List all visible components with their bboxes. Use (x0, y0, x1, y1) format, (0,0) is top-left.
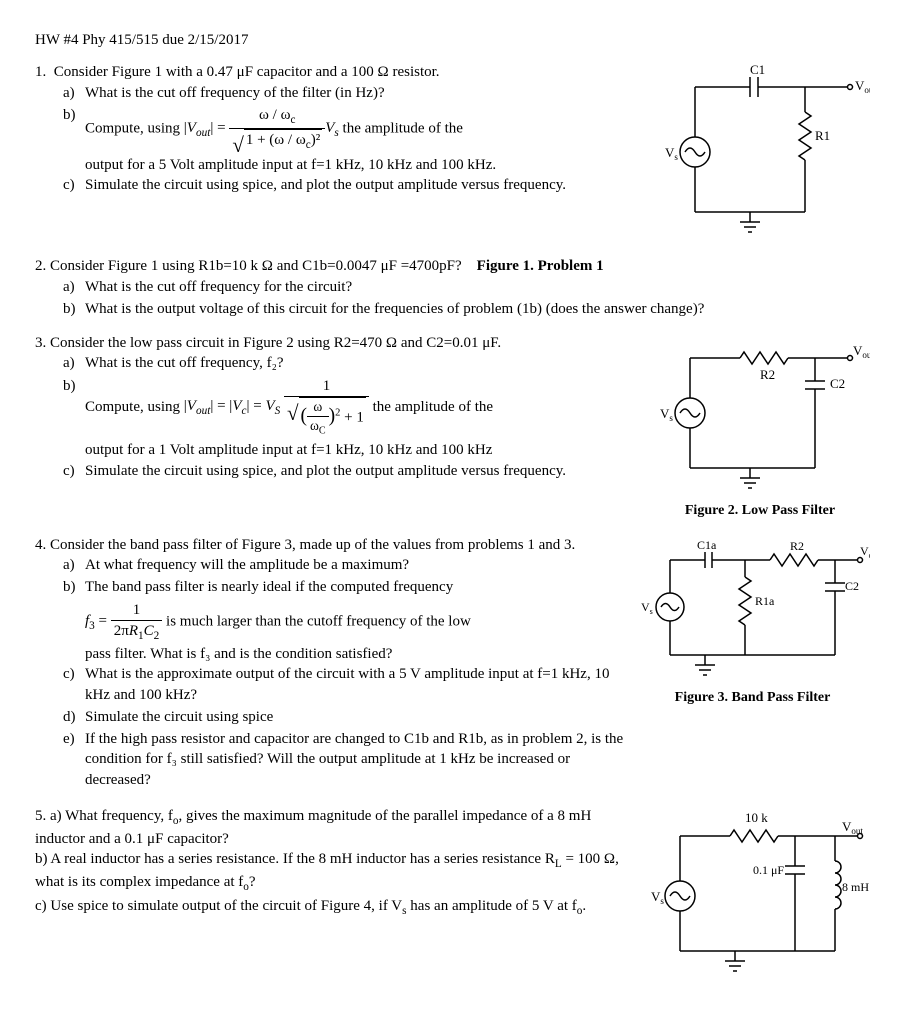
svg-text:Vout: Vout (853, 343, 870, 360)
figure-4: 10 k 0.1 μF 8 mH Vs Vout (645, 806, 870, 981)
p4-intro: Consider the band pass filter of Figure … (50, 537, 575, 553)
p1c-text: Simulate the circuit using spice, and pl… (85, 175, 645, 195)
fig3-caption: Figure 3. Band Pass Filter (635, 689, 870, 708)
p5c-text: c) Use spice to simulate output of the c… (35, 896, 635, 919)
p3c-text: Simulate the circuit using spice, and pl… (85, 461, 640, 481)
p3b-equation: |Vout| = |Vc| = VS 1 √ (ωωC)2 + 1 (184, 398, 373, 414)
p1b-post: the amplitude of the (343, 120, 463, 136)
svg-text:R1a: R1a (755, 594, 775, 608)
figure-1-svg: C1 R1 Vs Vout (655, 62, 870, 242)
p5a-text: 5. a) What frequency, fo, gives the maxi… (35, 806, 635, 849)
svg-text:Vs: Vs (651, 889, 664, 906)
problem-5: 5. a) What frequency, fo, gives the maxi… (35, 806, 870, 981)
svg-text:C2: C2 (830, 376, 845, 391)
problem-3: 3. Consider the low pass circuit in Figu… (35, 333, 870, 521)
svg-text:8 mH: 8 mH (842, 880, 869, 894)
p4a-text: At what frequency will the amplitude be … (85, 555, 625, 575)
svg-text:R2: R2 (790, 539, 804, 553)
p4b-text: The band pass filter is nearly ideal if … (85, 577, 625, 597)
p5b-text: b) A real inductor has a series resistan… (35, 849, 635, 895)
svg-text:Vs: Vs (641, 600, 653, 616)
p1-intro: Consider Figure 1 with a 0.47 μF capacit… (54, 64, 440, 80)
p3-intro: Consider the low pass circuit in Figure … (50, 335, 501, 351)
p4b3-text: pass filter. What is f₃ and is the condi… (63, 644, 625, 664)
p4e-text: If the high pass resistor and capacitor … (85, 729, 625, 790)
problem-2: 2. Consider Figure 1 using R1b=10 k Ω an… (35, 256, 870, 319)
problem-4: 4. Consider the band pass filter of Figu… (35, 535, 870, 792)
svg-text:C2: C2 (845, 579, 859, 593)
p3b-cont: output for a 1 Volt amplitude input at f… (63, 440, 640, 460)
p4b-eq-line: f3 = 12πR1C2 is much larger than the cut… (63, 600, 625, 644)
fig1-c1-label: C1 (750, 62, 765, 77)
svg-text:Vout: Vout (842, 819, 863, 836)
fig2-caption: Figure 2. Low Pass Filter (650, 502, 870, 521)
figure-3: C1a R1a R2 C2 Vs Vout Figure 3. Band Pas… (635, 535, 870, 708)
p1a-label: a) (63, 83, 85, 103)
p1c-label: c) (63, 175, 85, 195)
fig1-r1-label: R1 (815, 128, 830, 143)
p2a-text: What is the cut off frequency for the ci… (85, 277, 870, 297)
svg-text:R2: R2 (760, 367, 775, 382)
p1b-cont: output for a 5 Volt amplitude input at f… (63, 155, 645, 175)
problem-1: 1. Consider Figure 1 with a 0.47 μF capa… (35, 62, 870, 242)
svg-text:Vout: Vout (860, 544, 870, 560)
p4c-text: What is the approximate output of the ci… (85, 664, 625, 705)
figure-2: R2 C2 Vs Vout Figure 2. Low Pass Filter (650, 333, 870, 521)
p2-intro: Consider Figure 1 using R1b=10 k Ω and C… (50, 258, 462, 274)
fig1-vout-label: Vout (855, 78, 870, 95)
svg-text:0.1 μF: 0.1 μF (753, 863, 784, 877)
p1b-equation: |Vout| = ω / ωc √1 + (ω / ωc)² Vs (184, 120, 339, 136)
svg-text:Vs: Vs (660, 406, 673, 423)
svg-text:C1a: C1a (697, 538, 717, 552)
p3b-text: Compute, using |Vout| = |Vc| = VS 1 √ (ω… (85, 376, 640, 439)
p4d-text: Simulate the circuit using spice (85, 707, 625, 727)
p1b-text: Compute, using |Vout| = ω / ωc √1 + (ω /… (85, 105, 645, 153)
p1b-label: b) (63, 105, 85, 153)
p2b-text: What is the output voltage of this circu… (85, 299, 870, 319)
svg-text:10 k: 10 k (745, 810, 768, 825)
p1b-pre: Compute, using (85, 120, 184, 136)
fig1-vs-label: Vs (665, 145, 678, 162)
p3a-text: What is the cut off frequency, f₂? (85, 353, 640, 373)
p1a-text: What is the cut off frequency of the fil… (85, 83, 645, 103)
figure-1: C1 R1 Vs Vout (655, 62, 870, 242)
fig1-caption: Figure 1. Problem 1 (477, 258, 604, 274)
page-header: HW #4 Phy 415/515 due 2/15/2017 (35, 30, 870, 50)
